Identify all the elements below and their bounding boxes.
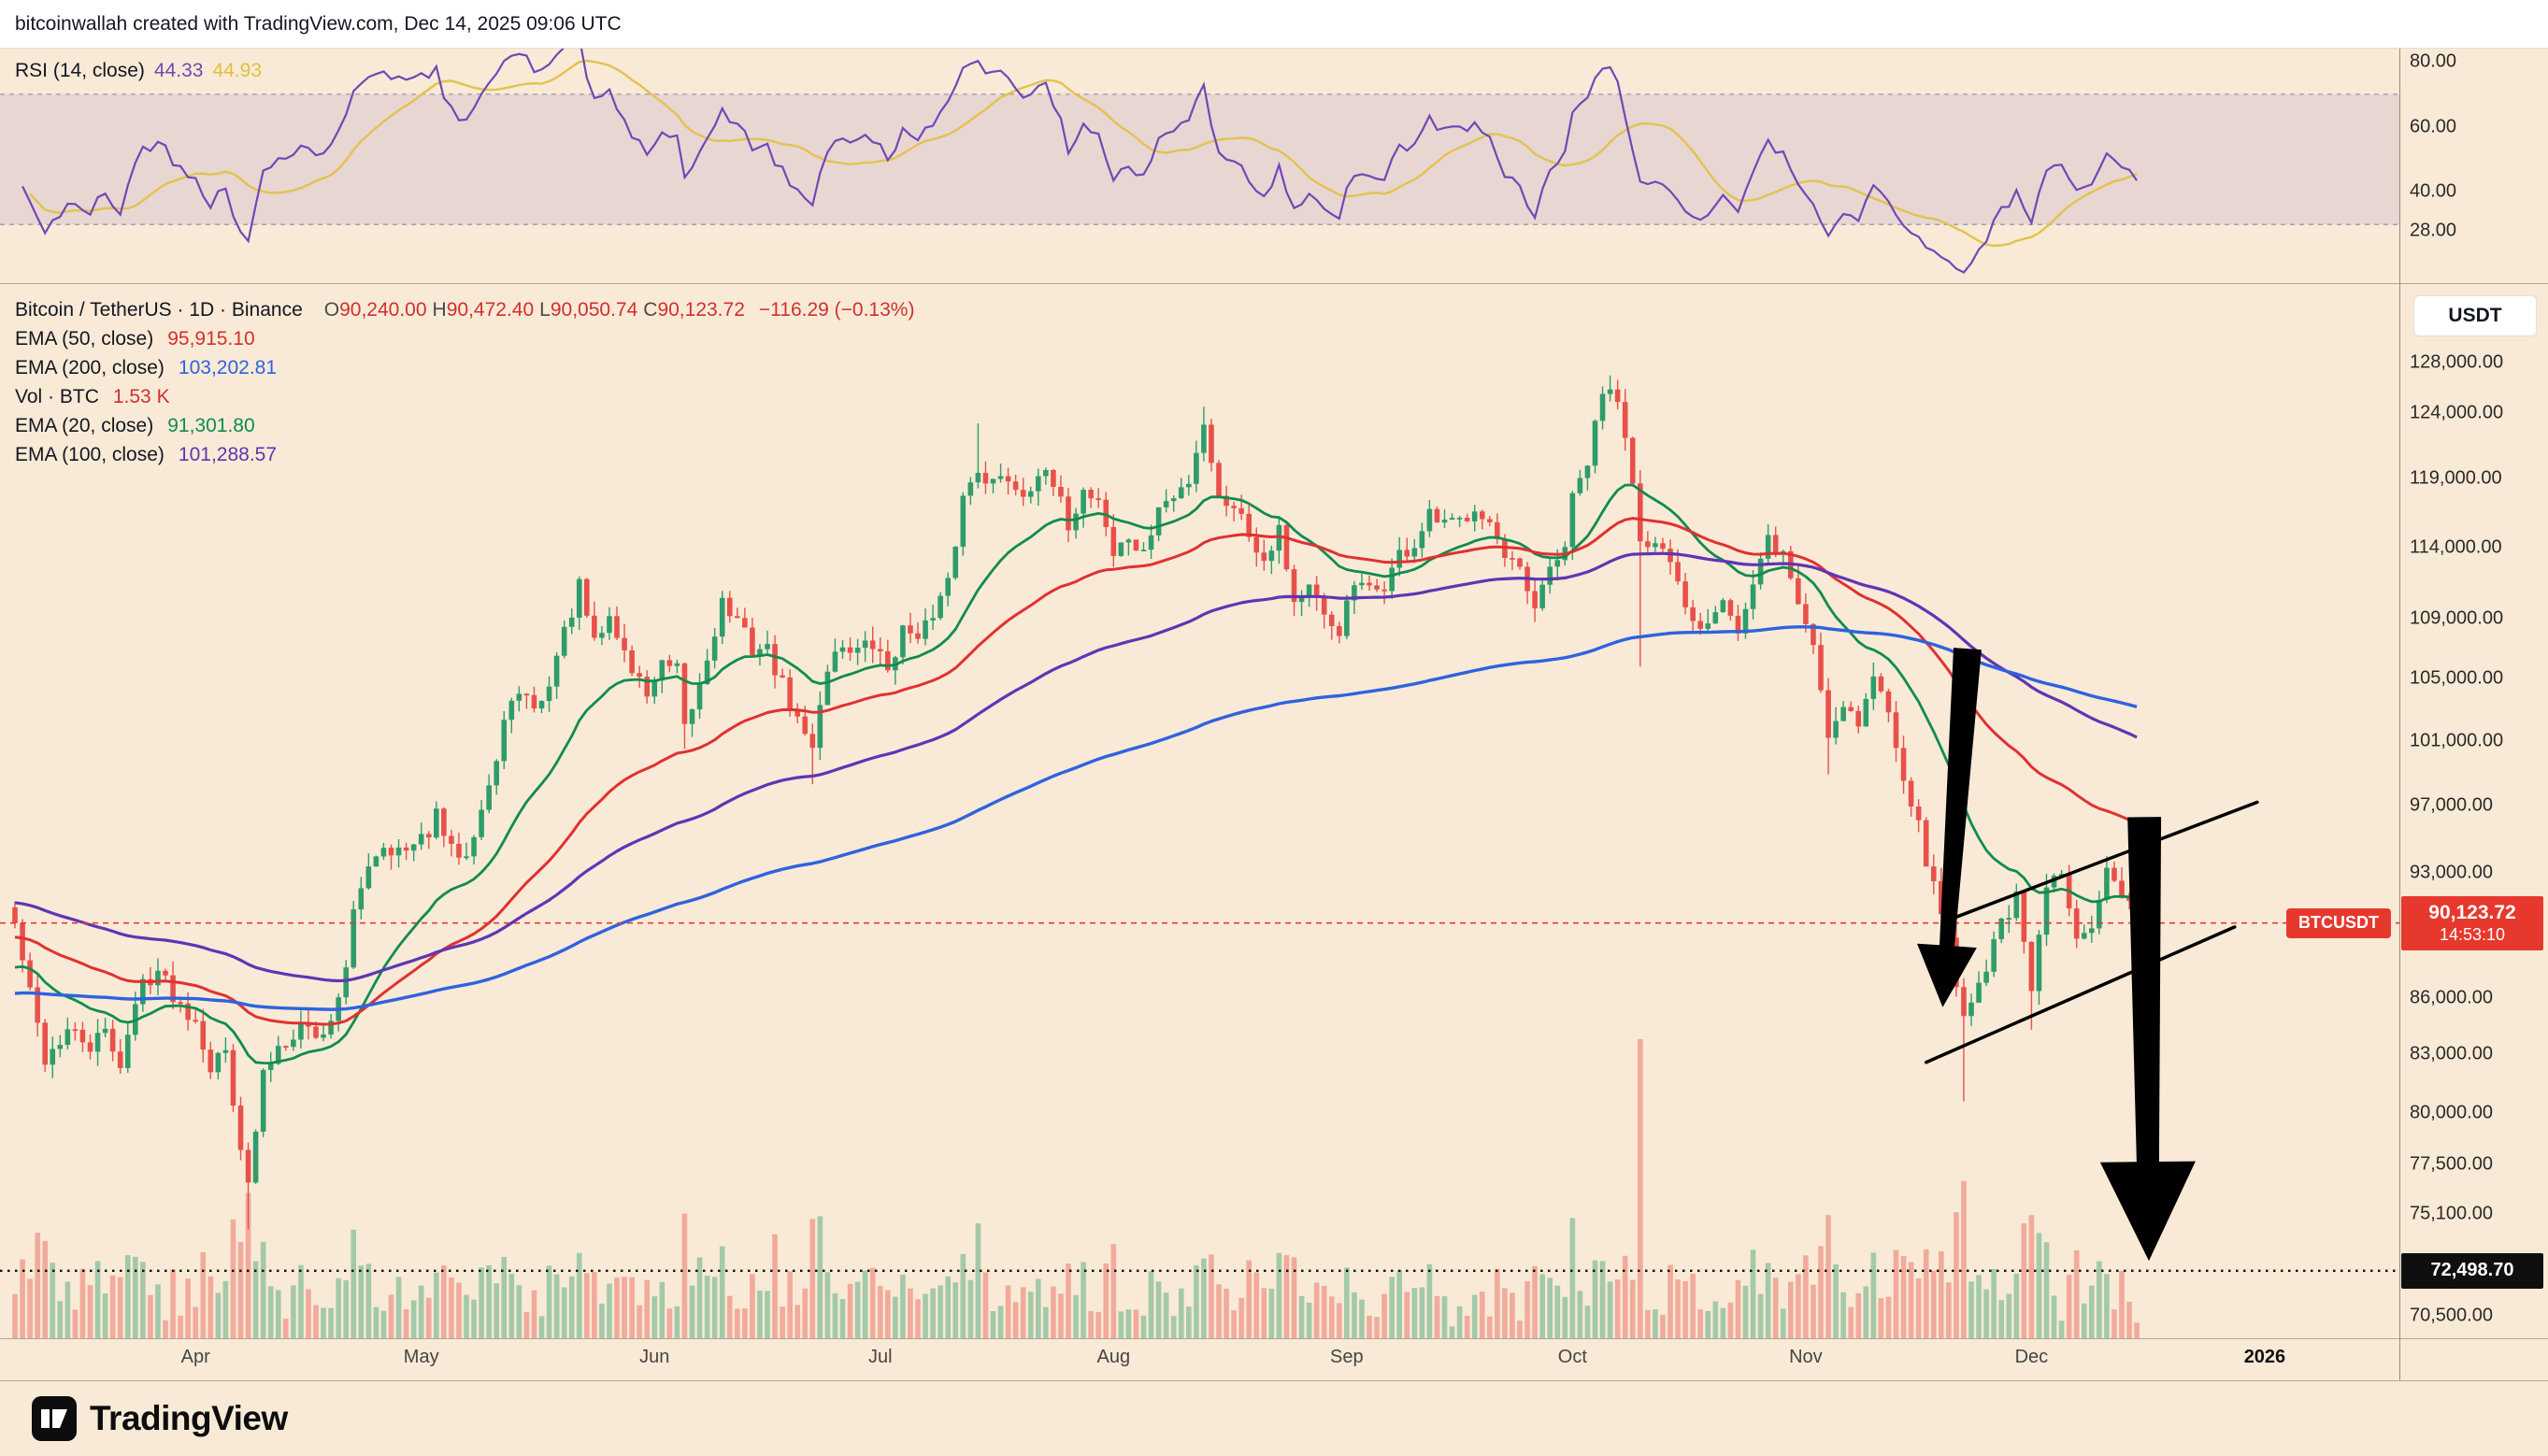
rsi-axis-label: 28.00 <box>2410 220 2457 241</box>
price-axis-label: 77,500.00 <box>2410 1153 2493 1175</box>
indicator-legend-row[interactable]: EMA (100, close) 101,288.57 <box>15 440 914 469</box>
rsi-ma-value: 44.93 <box>212 60 263 81</box>
rsi-value: 44.33 <box>153 60 204 81</box>
indicator-value: 95,915.10 <box>167 328 255 350</box>
price-axis-label: 97,000.00 <box>2410 794 2493 816</box>
support-level-badge: 72,498.70 <box>2401 1252 2543 1289</box>
price-axis-label: 93,000.00 <box>2410 862 2493 883</box>
rsi-axis-label: 80.00 <box>2410 50 2457 72</box>
tradingview-logo-icon[interactable] <box>32 1395 77 1441</box>
price-chart[interactable] <box>0 283 2399 1338</box>
last-price-value: 90,123.72 <box>2428 901 2516 923</box>
indicator-legend-row[interactable]: EMA (20, close) 91,301.80 <box>15 411 914 440</box>
down-arrow[interactable] <box>1917 648 1982 1007</box>
indicator-label: Vol · BTC <box>15 386 99 407</box>
rsi-ma-line <box>29 59 2138 248</box>
rsi-chart[interactable] <box>0 49 2399 283</box>
ema-50-line[interactable] <box>14 517 2138 1026</box>
rsi-axis-label: 60.00 <box>2410 116 2457 137</box>
candles-layer <box>12 375 2140 1230</box>
indicator-label: EMA (50, close) <box>15 328 154 350</box>
time-axis-label: May <box>403 1347 439 1367</box>
trendline[interactable] <box>1924 925 2237 1064</box>
time-axis-label: Jun <box>639 1347 670 1367</box>
ema-20-line[interactable] <box>14 483 2138 1064</box>
indicator-legend-row[interactable]: Vol · BTC 1.53 K <box>15 382 914 411</box>
change-value: −116.29 (−0.13%) <box>758 299 915 321</box>
ohlc-values: O90,240.00 H90,472.40 L90,050.74 C90,123.72 <box>319 295 745 324</box>
time-axis-label: Dec <box>2014 1347 2049 1367</box>
trendline[interactable] <box>1947 800 2259 922</box>
ohlc-letter: C <box>643 299 658 321</box>
indicator-legend-row[interactable]: EMA (200, close) 103,202.81 <box>15 353 914 382</box>
ohlc-value: 90,050.74 <box>550 299 638 321</box>
indicator-label: EMA (20, close) <box>15 415 154 436</box>
ohlc-letter: H <box>432 299 447 321</box>
time-axis-label: Apr <box>180 1347 210 1367</box>
rsi-line <box>21 49 2139 274</box>
down-arrow[interactable] <box>2099 817 2196 1262</box>
ema-100-line[interactable] <box>14 551 2138 983</box>
ema-200-line[interactable] <box>14 625 2138 1011</box>
ohlc-letter: O <box>323 299 340 321</box>
pane-separator[interactable] <box>0 283 2548 284</box>
time-axis-label: Oct <box>1557 1347 1587 1367</box>
currency-toggle-button[interactable]: USDT <box>2413 295 2537 336</box>
indicator-value: 91,301.80 <box>167 415 255 436</box>
price-axis-label: 70,500.00 <box>2410 1305 2493 1326</box>
tradingview-logo-text[interactable]: TradingView <box>90 1398 288 1437</box>
time-axis[interactable]: Apr May Jun Jul Aug Sep Oct Nov Dec 2026 <box>0 1338 2548 1380</box>
ohlc-letter: L <box>539 299 551 321</box>
rsi-legend-label: RSI (14, close) <box>15 60 145 81</box>
price-axis-label: 101,000.00 <box>2410 730 2504 751</box>
price-axis-label: 109,000.00 <box>2410 607 2504 629</box>
price-axis-label: 114,000.00 <box>2410 536 2502 558</box>
ohlc-value: 90,472.40 <box>446 299 535 321</box>
time-axis-label: Sep <box>1330 1347 1364 1367</box>
price-axis-label: 119,000.00 <box>2410 467 2502 489</box>
ema-lines-layer <box>14 483 2138 1064</box>
indicator-legend: EMA (50, close) 95,915.10 EMA (200, close)… <box>15 324 914 469</box>
price-axis-label: 105,000.00 <box>2410 667 2504 689</box>
price-axis-label: 80,000.00 <box>2410 1102 2493 1123</box>
indicator-label: EMA (100, close) <box>15 444 165 465</box>
ohlc-value: 90,240.00 <box>339 299 427 321</box>
price-axis-label: 128,000.00 <box>2410 351 2504 373</box>
price-axis-label: 75,100.00 <box>2410 1203 2493 1224</box>
symbol-price-pill: BTCUSDT <box>2286 907 2391 938</box>
footer-separator <box>0 1380 2548 1381</box>
time-axis-label: Jul <box>867 1347 893 1367</box>
price-axis-label: 124,000.00 <box>2410 402 2504 423</box>
annotations-layer[interactable] <box>0 648 2399 1272</box>
volume-layer <box>12 1039 2140 1338</box>
indicator-legend-row[interactable]: EMA (50, close) 95,915.10 <box>15 324 914 353</box>
price-axis-separator <box>2399 49 2400 1380</box>
symbol-title: Bitcoin / TetherUS · 1D · Binance <box>15 299 303 321</box>
footer: TradingView <box>0 1380 2548 1456</box>
rsi-axis-label: 40.00 <box>2410 180 2457 202</box>
rsi-legend[interactable]: RSI (14, close) 44.33 44.93 <box>15 56 262 85</box>
last-price-badge: 90,123.72 14:53:10 <box>2401 895 2543 950</box>
header-title: bitcoinwallah created with TradingView.c… <box>15 12 622 35</box>
indicator-value: 103,202.81 <box>178 357 278 378</box>
time-axis-separator <box>0 1338 2548 1339</box>
time-axis-label: Nov <box>1789 1347 1823 1367</box>
indicator-value: 101,288.57 <box>178 444 278 465</box>
main-legend: Bitcoin / TetherUS · 1D · Binance O90,24… <box>15 295 914 469</box>
rsi-band <box>0 93 2399 225</box>
symbol-legend-row[interactable]: Bitcoin / TetherUS · 1D · Binance O90,24… <box>15 295 914 324</box>
bar-countdown: 14:53:10 <box>2439 924 2506 944</box>
price-axis-label: 86,000.00 <box>2410 987 2493 1008</box>
ohlc-value: 90,123.72 <box>657 299 745 321</box>
price-axis-label: 83,000.00 <box>2410 1043 2493 1064</box>
time-axis-label: 2026 <box>2243 1347 2286 1367</box>
time-axis-label: Aug <box>1096 1347 1131 1367</box>
indicator-label: EMA (200, close) <box>15 357 165 378</box>
indicator-value: 1.53 K <box>112 386 170 407</box>
header-bar: bitcoinwallah created with TradingView.c… <box>0 0 2548 49</box>
